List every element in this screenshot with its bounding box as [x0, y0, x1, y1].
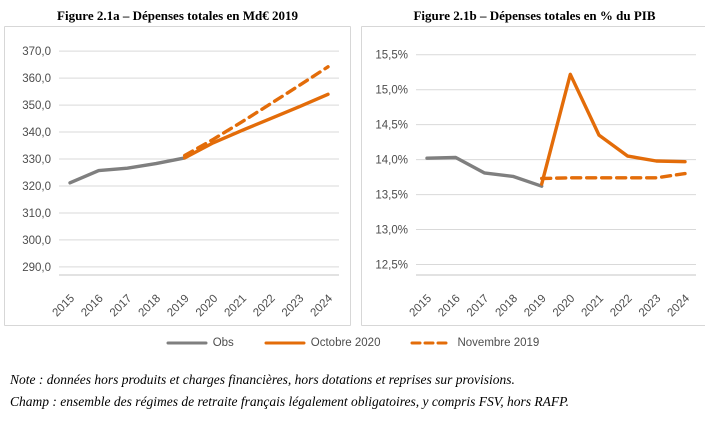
champ-line: Champ : ensemble des régimes de retraite…	[10, 394, 570, 409]
svg-text:2016: 2016	[436, 293, 463, 320]
legend-label-obs: Obs	[212, 337, 234, 349]
svg-text:2020: 2020	[551, 293, 578, 320]
svg-text:2019: 2019	[522, 293, 549, 320]
svg-text:2018: 2018	[137, 293, 164, 320]
legend-swatch-dashed-orange-icon	[410, 341, 452, 345]
svg-text:2022: 2022	[608, 293, 635, 320]
figure-notes: Note : données hors produits et charges …	[10, 370, 701, 412]
chart-panel-left: Figure 2.1a – Dépenses totales en Md€ 20…	[4, 6, 351, 326]
legend-swatch-solid-orange-icon	[264, 341, 306, 345]
chart-box-left: 370,0 360,0 350,0 340,0 330,0 320,0 310,0 300,0…	[4, 26, 351, 326]
svg-text:13,0%: 13,0%	[375, 225, 408, 237]
svg-text:370,0: 370,0	[22, 46, 51, 58]
svg-text:2023: 2023	[280, 293, 307, 320]
svg-text:2017: 2017	[108, 293, 135, 320]
svg-text:2019: 2019	[165, 293, 192, 320]
chart-title-right: Figure 2.1b – Dépenses totales en % du P…	[413, 8, 656, 23]
svg-text:330,0: 330,0	[22, 154, 51, 166]
svg-text:2024: 2024	[309, 292, 336, 319]
svg-text:2023: 2023	[637, 293, 664, 320]
svg-text:300,0: 300,0	[22, 235, 51, 247]
svg-text:2020: 2020	[194, 293, 221, 320]
svg-text:2015: 2015	[51, 293, 78, 320]
svg-text:14,0%: 14,0%	[375, 155, 408, 167]
svg-text:290,0: 290,0	[22, 262, 51, 274]
svg-text:350,0: 350,0	[22, 100, 51, 112]
chart-box-right: 15,5% 15,0% 14,5% 14,0% 13,5% 13,0% 12,5% 2015 2…	[361, 26, 705, 326]
note-line: Note : données hors produits et charges …	[10, 372, 515, 387]
svg-text:2021: 2021	[223, 293, 250, 320]
legend-label-novembre-2019: Novembre 2019	[457, 337, 540, 349]
line-chart-depenses-md-euros: 370,0 360,0 350,0 340,0 330,0 320,0 310,0 300,0…	[22, 46, 339, 320]
svg-text:310,0: 310,0	[22, 208, 51, 220]
legend-item-novembre-2019: Novembre 2019	[410, 337, 539, 349]
chart-legend: Obs Octobre 2020 Novembre 2019	[4, 330, 701, 356]
svg-text:14,5%: 14,5%	[375, 120, 408, 132]
svg-text:15,0%: 15,0%	[375, 85, 408, 97]
legend-item-octobre-2020: Octobre 2020	[264, 337, 381, 349]
svg-text:2022: 2022	[251, 293, 278, 320]
svg-text:15,5%: 15,5%	[375, 50, 408, 62]
svg-text:360,0: 360,0	[22, 73, 51, 85]
svg-text:2015: 2015	[408, 293, 435, 320]
svg-text:340,0: 340,0	[22, 127, 51, 139]
legend-swatch-solid-gray-icon	[166, 341, 208, 345]
svg-text:2021: 2021	[580, 293, 607, 320]
svg-text:12,5%: 12,5%	[375, 260, 408, 272]
chart-title-left: Figure 2.1a – Dépenses totales en Md€ 20…	[57, 8, 298, 23]
svg-text:13,5%: 13,5%	[375, 190, 408, 202]
charts-row: Figure 2.1a – Dépenses totales en Md€ 20…	[4, 6, 705, 326]
svg-text:2024: 2024	[666, 292, 693, 319]
legend-label-octobre-2020: Octobre 2020	[310, 337, 381, 349]
line-chart-depenses-pct-pib: 15,5%15,0%14,5%14,0%13,5%13,0%12,5%2015 2…	[375, 50, 696, 320]
svg-text:2016: 2016	[79, 293, 106, 320]
svg-text:320,0: 320,0	[22, 181, 51, 193]
chart-panel-right: Figure 2.1b – Dépenses totales en % du P…	[361, 6, 705, 326]
legend-item-obs: Obs	[166, 337, 234, 349]
svg-text:2017: 2017	[465, 293, 492, 320]
svg-text:2018: 2018	[494, 293, 521, 320]
